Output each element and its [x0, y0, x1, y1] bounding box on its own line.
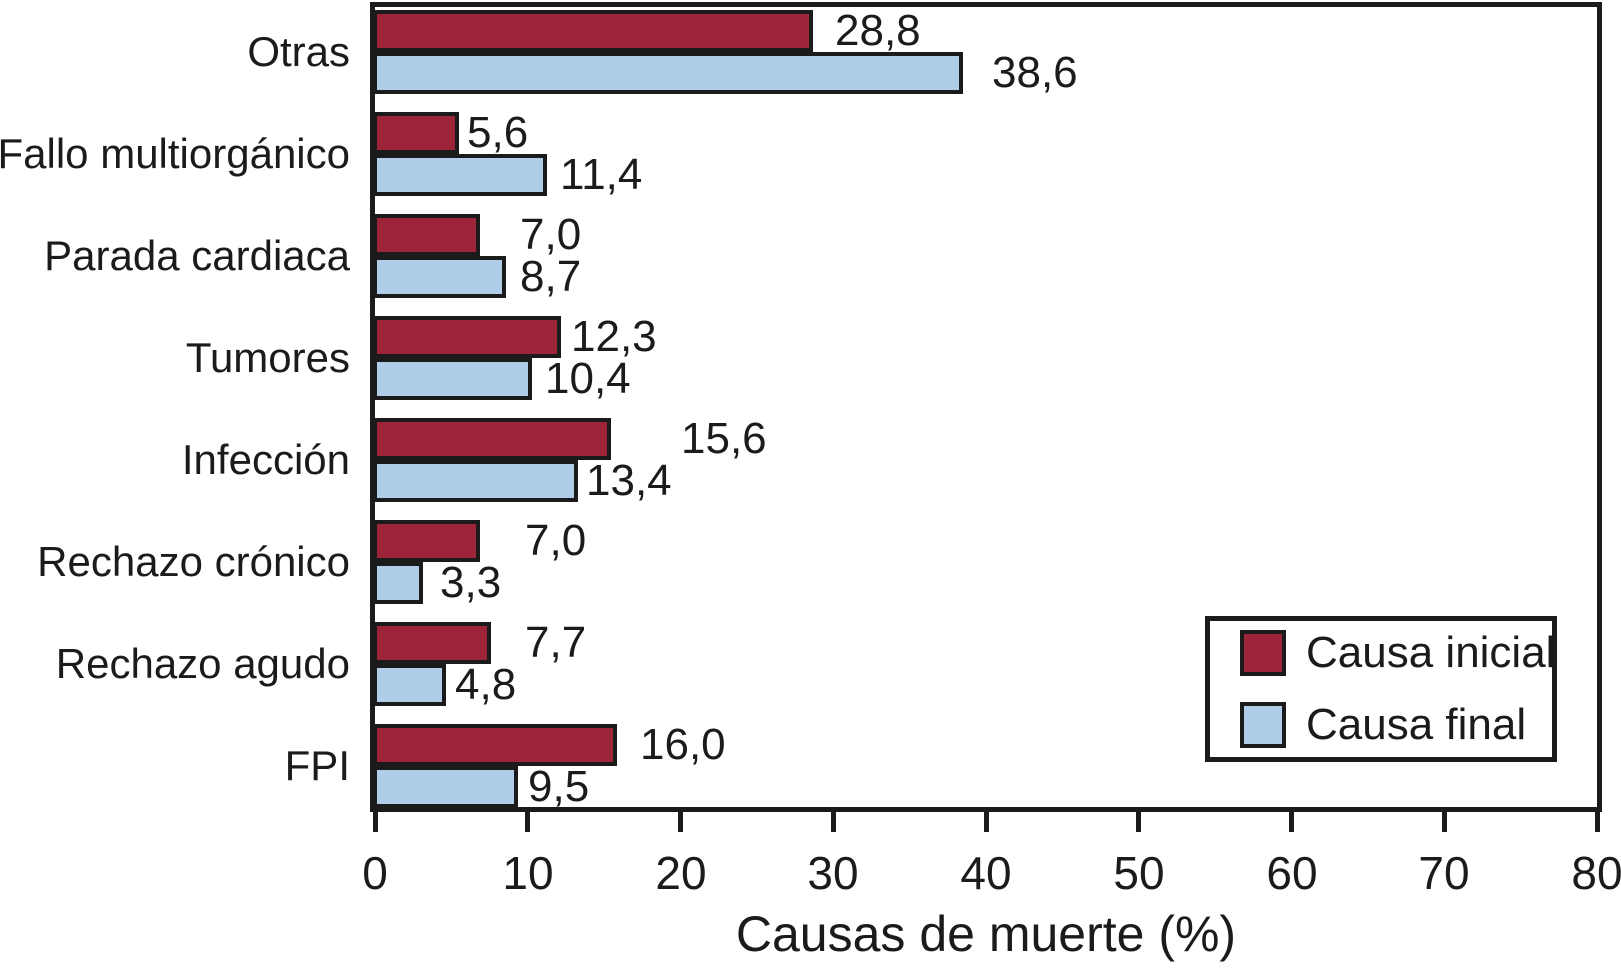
category-label-infeccion: Infección: [181, 436, 350, 483]
value-label-causa-final-tumores: 10,4: [545, 354, 631, 403]
value-label-causa-final-rechazo-cronico: 3,3: [440, 558, 502, 607]
value-label-causa-final-fpi: 9,5: [528, 762, 590, 811]
x-axis-tick-30: [831, 812, 836, 832]
bar-causa-inicial-parada-cardiaca: [373, 214, 480, 256]
bar-causa-final-parada-cardiaca: [373, 256, 506, 298]
category-label-tumores: Tumores: [185, 334, 350, 381]
bar-causa-final-infeccion: [373, 460, 578, 502]
value-label-causa-inicial-rechazo-cronico: 7,0: [525, 516, 587, 565]
bar-causa-final-tumores: [373, 358, 532, 400]
x-axis-tick-label-40: 40: [960, 847, 1012, 899]
value-label-causa-final-fallo-multiorganico: 11,4: [560, 150, 643, 199]
x-axis-tick-label-10: 10: [502, 847, 554, 899]
x-axis-tick-label-60: 60: [1266, 847, 1318, 899]
x-axis-tick-label-50: 50: [1113, 847, 1165, 899]
value-label-causa-final-parada-cardiaca: 8,7: [520, 252, 582, 301]
x-axis-tick-70: [1442, 812, 1447, 832]
bar-causa-final-fpi: [373, 766, 518, 808]
x-axis-tick-label-0: 0: [362, 847, 388, 899]
value-label-causa-inicial-parada-cardiaca: 7,0: [520, 210, 582, 259]
value-label-causa-inicial-fpi: 16,0: [640, 720, 726, 769]
value-label-causa-final-rechazo-agudo: 4,8: [455, 660, 517, 709]
bar-causa-inicial-otras: [373, 10, 813, 52]
legend-label-causa-final: Causa final: [1306, 700, 1527, 749]
legend-swatch-causa-final-icon: [1240, 702, 1286, 748]
value-label-causa-inicial-infeccion: 15,6: [681, 414, 767, 463]
category-label-rechazo-cronico: Rechazo crónico: [37, 538, 350, 585]
category-label-fallo-multiorganico: Fallo multiorgánico: [0, 130, 350, 177]
legend-label-causa-inicial: Causa inicial: [1306, 628, 1556, 677]
bar-causa-final-fallo-multiorganico: [373, 154, 547, 196]
legend-item-causa-final: Causa final: [1240, 702, 1552, 748]
x-axis-tick-label-30: 30: [807, 847, 859, 899]
value-label-causa-inicial-fallo-multiorganico: 5,6: [467, 108, 529, 157]
bar-causa-final-otras: [373, 52, 963, 94]
bar-causa-final-rechazo-agudo: [373, 664, 446, 706]
x-axis-tick-0: [373, 812, 378, 832]
value-label-causa-inicial-tumores: 12,3: [571, 312, 657, 361]
x-axis-tick-10: [525, 812, 530, 832]
x-axis-tick-label-20: 20: [655, 847, 707, 899]
x-axis-tick-60: [1289, 812, 1294, 832]
x-axis-tick-label-70: 70: [1418, 847, 1470, 899]
x-axis-tick-40: [984, 812, 989, 832]
x-axis-tick-label-80: 80: [1571, 847, 1621, 899]
bar-causa-inicial-rechazo-cronico: [373, 520, 480, 562]
x-axis-tick-80: [1595, 812, 1600, 832]
value-label-causa-inicial-rechazo-agudo: 7,7: [525, 618, 587, 667]
bar-causa-inicial-rechazo-agudo: [373, 622, 491, 664]
x-axis-tick-50: [1136, 812, 1141, 832]
bar-causa-inicial-fpi: [373, 724, 617, 766]
category-label-parada-cardiaca: Parada cardiaca: [44, 232, 350, 279]
bar-causa-inicial-tumores: [373, 316, 561, 358]
value-label-causa-final-infeccion: 13,4: [586, 456, 672, 505]
x-axis-title: Causas de muerte (%): [735, 906, 1237, 962]
bar-causa-inicial-fallo-multiorganico: [373, 112, 459, 154]
legend: Causa inicial Causa final: [1205, 616, 1557, 762]
bar-causa-inicial-infeccion: [373, 418, 611, 460]
category-label-fpi: FPI: [284, 742, 350, 789]
category-label-otras: Otras: [247, 28, 350, 75]
legend-swatch-causa-inicial-icon: [1240, 630, 1286, 676]
bar-causa-final-rechazo-cronico: [373, 562, 423, 604]
category-label-rechazo-agudo: Rechazo agudo: [55, 640, 350, 687]
value-label-causa-inicial-otras: 28,8: [835, 6, 921, 55]
x-axis-tick-20: [678, 812, 683, 832]
value-label-causa-final-otras: 38,6: [992, 48, 1078, 97]
legend-item-causa-inicial: Causa inicial: [1240, 628, 1556, 677]
